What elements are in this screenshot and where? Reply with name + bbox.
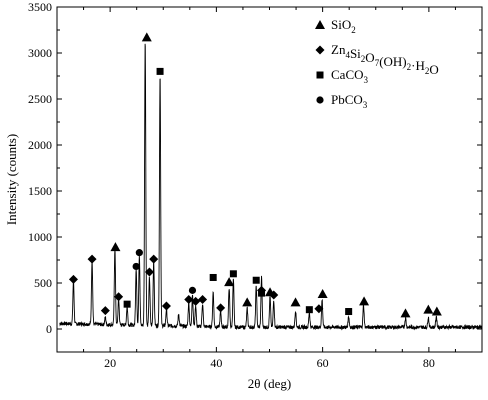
legend-label-part: O bbox=[429, 62, 438, 77]
legend-label: Zn4Si2O7(OH)2·H2O bbox=[331, 42, 439, 77]
x-tick-label: 40 bbox=[210, 356, 222, 370]
y-tick-label: 3500 bbox=[28, 0, 52, 14]
diamond-marker bbox=[191, 296, 201, 306]
plot-frame bbox=[56, 6, 483, 353]
diamond-marker bbox=[161, 301, 171, 311]
triangle-marker bbox=[431, 306, 442, 316]
y-tick-label: 0 bbox=[46, 322, 52, 336]
triangle-marker bbox=[290, 297, 301, 307]
legend-label-part: 2 bbox=[425, 66, 430, 76]
square-marker bbox=[345, 308, 353, 316]
legend-label-part: 3 bbox=[364, 75, 369, 85]
diamond-marker bbox=[144, 267, 154, 277]
y-tick-label: 2000 bbox=[28, 138, 52, 152]
legend-label-part: 2 bbox=[351, 25, 356, 35]
triangle-marker bbox=[110, 242, 121, 252]
square-marker bbox=[156, 67, 164, 75]
legend-label-part: (OH) bbox=[379, 54, 406, 69]
legend-label-part: ·H bbox=[411, 58, 425, 73]
legend-circle-icon bbox=[316, 96, 324, 104]
y-tick-label: 1000 bbox=[28, 230, 52, 244]
triangle-marker bbox=[141, 32, 152, 42]
legend-label-part: PbCO bbox=[331, 92, 363, 107]
legend-label-part: 2 bbox=[407, 62, 412, 72]
triangle-marker bbox=[242, 297, 253, 307]
circle-marker bbox=[135, 249, 143, 257]
square-marker bbox=[229, 270, 237, 278]
legend-diamond-icon bbox=[315, 45, 325, 55]
legend-label-part: CaCO bbox=[331, 67, 364, 82]
diamond-marker bbox=[216, 303, 226, 313]
diamond-marker bbox=[314, 304, 324, 314]
triangle-marker bbox=[359, 296, 370, 306]
legend-label-part: 2 bbox=[361, 54, 366, 64]
legend-square-icon bbox=[316, 71, 324, 79]
legend-label-part: 7 bbox=[375, 58, 380, 68]
x-tick-label: 80 bbox=[423, 356, 435, 370]
legend-label-part: 3 bbox=[363, 100, 368, 110]
diamond-marker bbox=[114, 292, 124, 302]
diamond-marker bbox=[100, 306, 110, 316]
triangle-marker bbox=[423, 304, 434, 314]
square-marker bbox=[258, 289, 266, 297]
legend-label-part: O bbox=[365, 50, 374, 65]
y-axis-title: Intensity (counts) bbox=[4, 134, 19, 225]
phase-markers bbox=[68, 32, 442, 318]
legend-label: SiO2 bbox=[331, 17, 356, 35]
diamond-marker bbox=[87, 254, 97, 264]
legend-triangle-icon bbox=[315, 20, 325, 29]
square-marker bbox=[209, 273, 217, 281]
circle-marker bbox=[132, 262, 140, 271]
diamond-marker bbox=[149, 254, 159, 264]
trace-line bbox=[59, 43, 483, 331]
triangle-marker bbox=[317, 289, 328, 299]
diamond-marker bbox=[68, 274, 78, 284]
x-tick-label: 20 bbox=[104, 356, 116, 370]
x-axis-title: 2θ (deg) bbox=[248, 376, 291, 391]
legend-label-part: Si bbox=[350, 46, 361, 61]
legend-label-part: Zn bbox=[331, 42, 346, 57]
legend-label-part: SiO bbox=[331, 17, 351, 32]
x-tick-label: 60 bbox=[317, 356, 329, 370]
square-marker bbox=[252, 276, 260, 284]
y-tick-label: 1500 bbox=[28, 184, 52, 198]
y-tick-label: 2500 bbox=[28, 92, 52, 106]
y-tick-label: 3000 bbox=[28, 46, 52, 60]
legend-label-part: 4 bbox=[345, 50, 350, 60]
triangle-marker bbox=[400, 308, 411, 318]
diffraction-trace bbox=[59, 43, 483, 331]
diamond-marker bbox=[198, 295, 208, 305]
y-tick-label: 500 bbox=[34, 276, 52, 290]
triangle-marker bbox=[224, 277, 235, 287]
legend-label: PbCO3 bbox=[331, 92, 368, 110]
square-marker bbox=[123, 300, 131, 308]
circle-marker bbox=[188, 286, 197, 294]
square-marker bbox=[305, 306, 313, 314]
axes: 20 40 60 80 0 500 1000 1500 2000 2500 3000 3500 bbox=[28, 0, 483, 370]
diamond-marker bbox=[269, 290, 279, 300]
diamond-marker bbox=[184, 295, 194, 305]
legend-label: CaCO3 bbox=[331, 67, 369, 85]
